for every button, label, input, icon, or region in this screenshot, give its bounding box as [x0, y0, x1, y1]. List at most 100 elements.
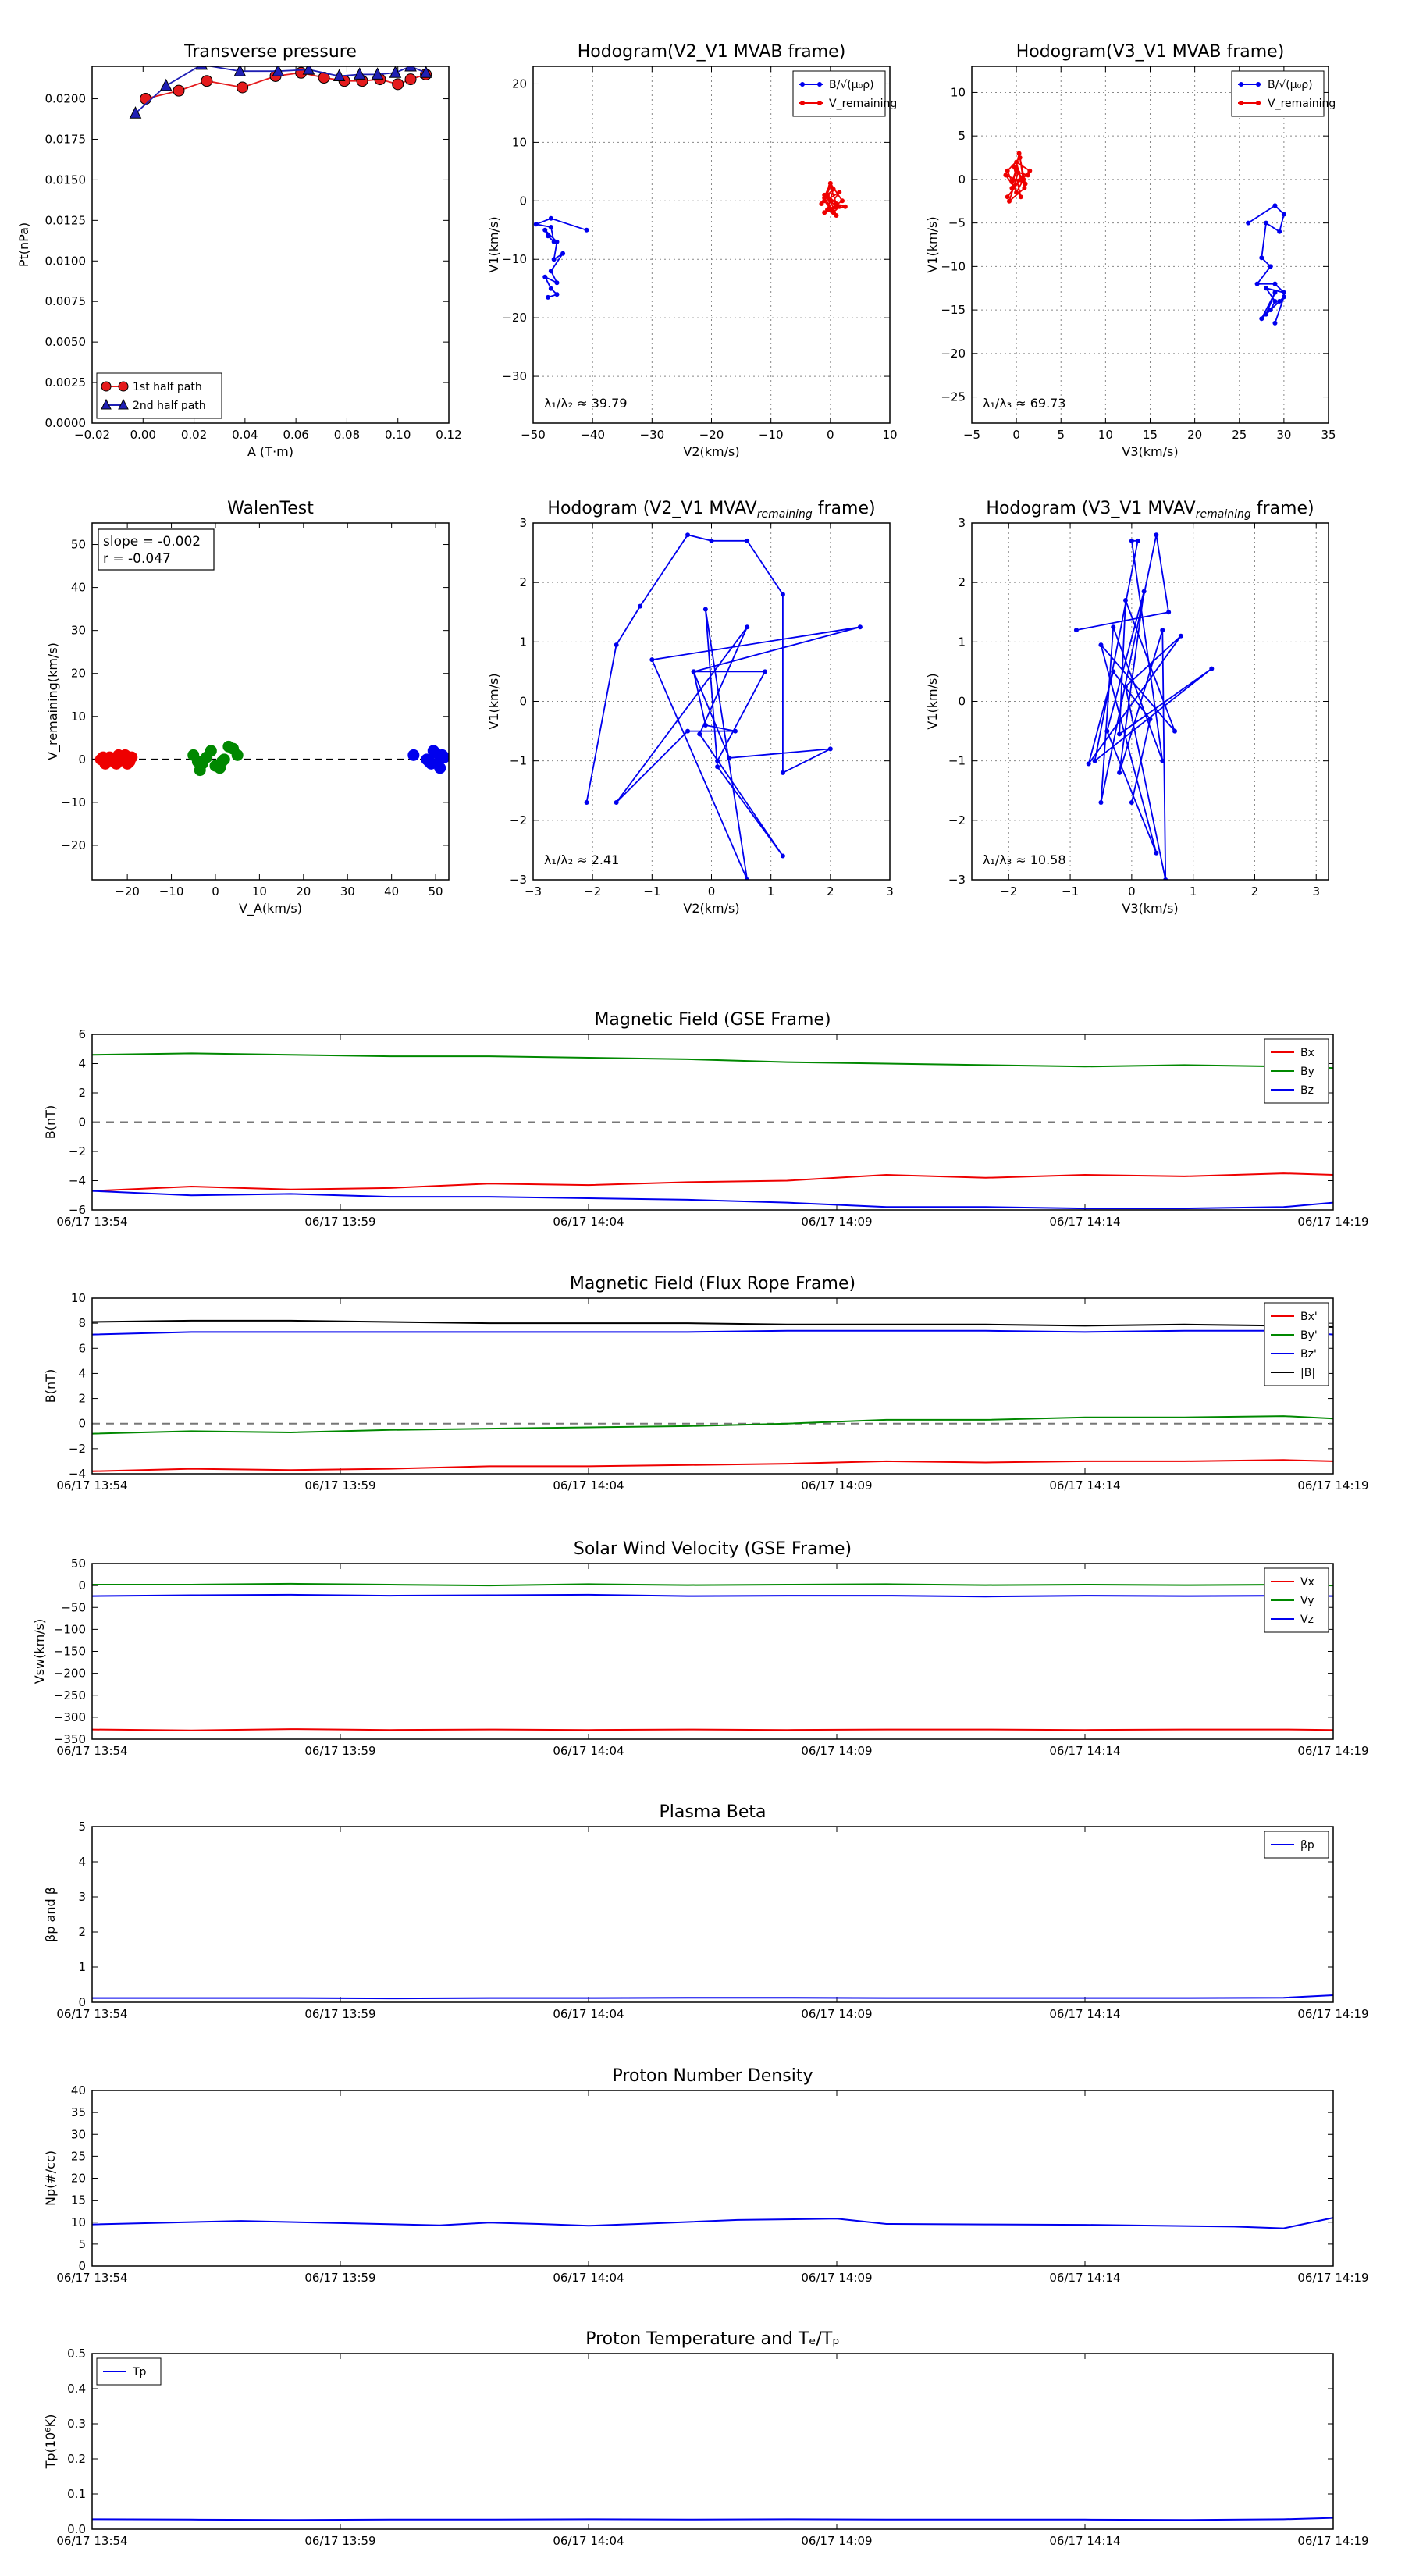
- plot-frame: [91, 1297, 1334, 1475]
- data-point: [1086, 761, 1091, 767]
- y-tick-label: 5: [78, 1820, 86, 1834]
- y-tick-label: 1: [78, 1960, 86, 1974]
- y-axis-label: Vsw(km/s): [32, 1619, 47, 1684]
- series-line-1: [92, 1415, 1333, 1435]
- data-point: [140, 93, 152, 105]
- data-point: [697, 731, 702, 737]
- legend-label: Bz': [1300, 1348, 1317, 1361]
- data-point: [1003, 173, 1008, 178]
- x-axis-label: V_A(km/s): [239, 901, 302, 916]
- y-tick-label: 0: [519, 695, 527, 709]
- data-point: [1281, 294, 1286, 300]
- y-tick-label: 0.0000: [45, 416, 87, 430]
- data-point: [715, 764, 720, 770]
- y-tick-label: 0.3: [67, 2417, 86, 2431]
- x-tick-label: −50: [521, 428, 546, 442]
- chart-hodo2: Hodogram(V3_V1 MVAB frame) −5 0 5 10 15 20 25 30…: [925, 42, 1336, 459]
- y-tick-label: 0: [958, 695, 966, 709]
- data-point: [1166, 610, 1172, 615]
- x-tick-label: 25: [1232, 428, 1247, 442]
- x-tick-label: 06/17 13:59: [304, 2534, 375, 2548]
- x-tick-label: 06/17 13:59: [304, 2271, 375, 2285]
- x-tick-label: 06/17 14:14: [1049, 2007, 1120, 2021]
- plot-area: [584, 532, 863, 880]
- y-tick-label: 0.0150: [45, 173, 87, 187]
- y-tick-label: −250: [54, 1688, 86, 1703]
- plot-frame: [91, 1563, 1334, 1740]
- x-tick-label: 0: [1128, 884, 1136, 898]
- plot-frame: [91, 66, 450, 424]
- data-point: [1018, 194, 1023, 200]
- data-point: [333, 69, 346, 81]
- plot-area: [533, 180, 848, 300]
- ratio-annotation: λ₁/λ₃ ≈ 69.73: [983, 396, 1066, 411]
- x-tick-label: 06/17 14:04: [553, 2007, 624, 2021]
- data-point: [1272, 203, 1278, 208]
- legend: B/√(μ₀ρ) V_remaining: [1231, 70, 1336, 117]
- y-axis-label: βp and β: [43, 1887, 58, 1942]
- legend-label: Tp: [132, 2366, 147, 2379]
- series-line-0: [92, 1728, 1333, 1731]
- x-tick-label: −30: [640, 428, 665, 442]
- data-point: [272, 66, 285, 76]
- legend-label: Bx': [1300, 1311, 1318, 1323]
- y-tick-label: −10: [61, 795, 86, 809]
- legend-label: 1st half path: [133, 381, 202, 393]
- y-tick-label: −350: [54, 1732, 86, 1746]
- chart-beta: Plasma Beta 06/17 13:54 06/17 13:59 06/17 1…: [43, 1802, 1369, 2021]
- y-tick-label: −2: [510, 813, 527, 827]
- x-tick-label: 30: [340, 884, 355, 898]
- y-tick-label: 2: [78, 1392, 86, 1406]
- data-point: [1268, 264, 1273, 269]
- data-point: [685, 532, 691, 538]
- data-point: [1272, 298, 1278, 304]
- y-tick-label: 0: [78, 1578, 86, 1592]
- data-point: [123, 756, 136, 768]
- data-point: [1009, 180, 1015, 185]
- data-point: [819, 201, 824, 207]
- x-tick-label: −10: [759, 428, 784, 442]
- y-tick-label: 2: [78, 1086, 86, 1100]
- x-tick-label: 1: [1190, 884, 1197, 898]
- x-axis-label: V3(km/s): [1122, 901, 1178, 916]
- legend: B/√(μ₀ρ) V_remaining: [792, 70, 897, 117]
- data-point: [1147, 717, 1153, 722]
- y-axis-label: Pt(nPa): [16, 222, 31, 267]
- chart-title: Hodogram (V3_V1 MVAVremaining frame): [986, 499, 1314, 521]
- y-tick-label: 8: [78, 1316, 86, 1330]
- y-tick-label: −30: [502, 369, 527, 383]
- x-tick-label: −20: [699, 428, 724, 442]
- y-tick-label: −3: [948, 873, 966, 887]
- y-tick-label: 20: [512, 76, 527, 91]
- legend-label: |B|: [1300, 1367, 1315, 1379]
- data-point: [1021, 176, 1026, 182]
- y-tick-label: 6: [78, 1341, 86, 1355]
- data-point: [1104, 728, 1110, 734]
- data-point: [1246, 220, 1251, 226]
- y-tick-label: −20: [941, 347, 966, 361]
- x-tick-label: 0.04: [232, 428, 258, 442]
- x-tick-label: 06/17 14:19: [1297, 2271, 1368, 2285]
- data-point: [827, 207, 833, 212]
- data-point: [1178, 633, 1183, 639]
- data-point: [1092, 758, 1097, 763]
- legend-marker: [800, 101, 805, 105]
- x-tick-label: 20: [296, 884, 311, 898]
- legend: Vx Vy Vz: [1264, 1567, 1329, 1633]
- y-axis-label: Np(#/cc): [43, 2151, 58, 2206]
- plot-frame: [91, 2353, 1334, 2530]
- data-point: [685, 728, 691, 734]
- data-point: [584, 227, 589, 233]
- data-point: [1111, 624, 1116, 630]
- y-tick-label: 0.4: [67, 2382, 86, 2396]
- y-tick-label: 0: [78, 2259, 86, 2273]
- x-tick-label: 06/17 14:14: [1049, 2534, 1120, 2548]
- legend-box: [1231, 70, 1325, 117]
- legend-box: [792, 70, 886, 117]
- series-line-1: [92, 1052, 1333, 1069]
- y-tick-label: 15: [71, 2194, 86, 2208]
- data-point: [389, 66, 402, 78]
- series-line-2: [92, 1329, 1333, 1336]
- legend-label: B/√(μ₀ρ): [1268, 79, 1313, 91]
